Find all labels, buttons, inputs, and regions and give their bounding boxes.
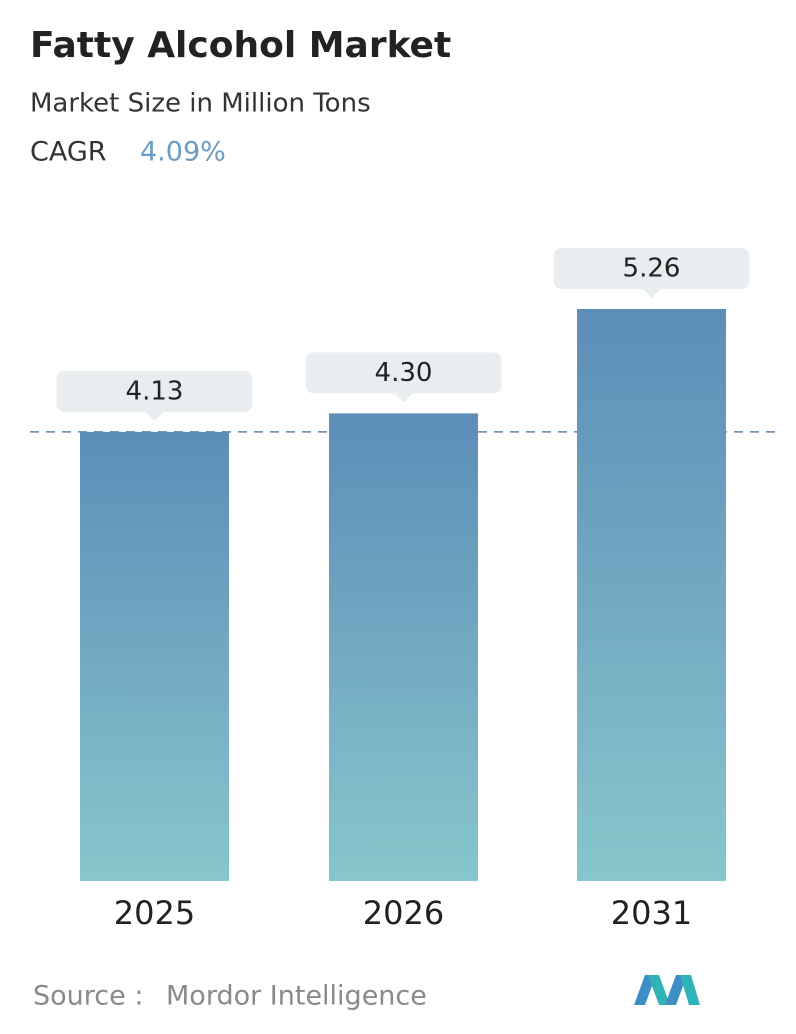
x-tick-label: 2025 <box>114 894 195 932</box>
callout-box <box>305 352 502 394</box>
source-name: Mordor Intelligence <box>166 981 427 1012</box>
x-tick-label: 2031 <box>611 894 692 932</box>
cagr-label: CAGR <box>30 137 107 168</box>
value-label: 5.26 <box>623 254 681 284</box>
bar <box>80 431 229 881</box>
logo <box>634 975 700 1005</box>
callout-pointer <box>642 289 661 298</box>
x-tick-label: 2026 <box>363 894 444 932</box>
chart-subtitle: Market Size in Million Tons <box>30 89 371 119</box>
source-label: Source : <box>33 981 143 1012</box>
callout-pointer <box>145 411 164 421</box>
callout-box <box>553 248 750 289</box>
value-label: 4.13 <box>126 376 184 406</box>
bar <box>577 309 726 881</box>
chart-title: Fatty Alcohol Market <box>30 25 451 66</box>
cagr-value: 4.09% <box>140 137 226 168</box>
bar <box>329 413 478 881</box>
callout-box <box>56 370 253 412</box>
callout-pointer <box>394 393 413 403</box>
value-label: 4.30 <box>375 358 433 388</box>
